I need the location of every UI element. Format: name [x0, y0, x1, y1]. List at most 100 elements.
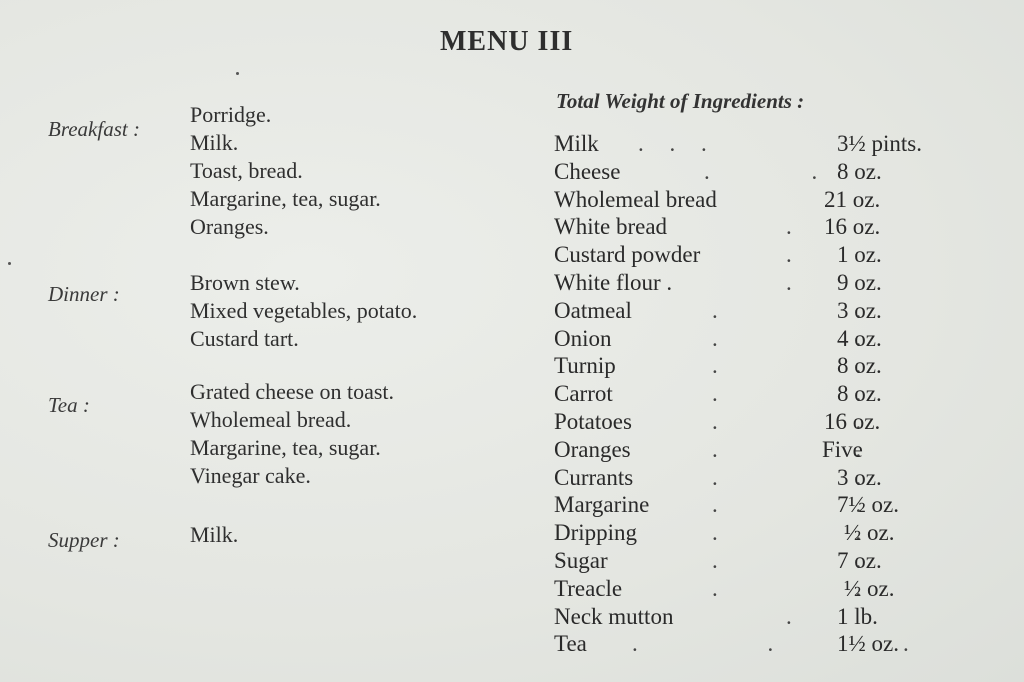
meal-item: Margarine, tea, sugar. — [190, 186, 381, 211]
ingredients-list: Milk. . . 3½ pints. Cheese. .8 oz. Wholem… — [554, 130, 974, 658]
dot-leader: . . — [712, 297, 928, 323]
ingredient-name: Onion — [554, 325, 612, 351]
dot-leader: . . — [712, 492, 928, 518]
ingredient-row: White flour .. 9 oz. — [554, 269, 974, 297]
ingredient-quantity: 8 oz. — [837, 353, 882, 379]
ingredient-row: Turnip . .8 oz. — [554, 352, 974, 380]
meal-items-breakfast: Porridge. Milk. Toast, bread. Margarine,… — [190, 101, 381, 241]
ingredient-name: Treacle — [554, 575, 623, 601]
dot-leader: . . — [712, 575, 928, 601]
dot-leader: . — [786, 242, 792, 268]
meal-label-supper: Supper : — [48, 528, 120, 552]
ingredient-name: Sugar — [554, 547, 608, 573]
ingredient-row: White bread. 16 oz. — [554, 213, 974, 241]
ingredient-quantity: 21 oz. — [824, 186, 881, 212]
ingredient-name: Oatmeal — [554, 297, 632, 323]
ingredient-quantity: 4 oz. — [837, 325, 882, 351]
meal-item: Vinegar cake. — [190, 463, 311, 488]
dot-leader: . — [786, 603, 792, 629]
ingredient-row: Tea . . . 1½ oz. — [554, 630, 974, 658]
ingredient-row: Custard powder. 1 oz. — [554, 241, 974, 269]
ingredient-name: Oranges — [554, 436, 631, 462]
dot-leader: . . . — [632, 631, 971, 657]
ingredient-quantity: ½ oz. — [844, 520, 895, 546]
ingredient-name: Margarine — [554, 492, 650, 518]
ingredient-row: Margarine . . 7½ oz. — [554, 491, 974, 519]
ingredient-name: Potatoes — [554, 408, 632, 434]
meal-item: Grated cheese on toast. — [190, 379, 395, 404]
ingredient-quantity: 8 oz. — [837, 381, 882, 407]
ingredient-row: Currants . .3 oz. — [554, 464, 974, 492]
ingredient-row: Potatoes . . 16 oz. — [554, 408, 974, 436]
meal-item: Toast, bread. — [190, 158, 303, 183]
dot-leader: . — [786, 214, 792, 240]
ingredient-quantity: ½ oz. — [844, 575, 895, 601]
ingredient-quantity: 16 oz. — [824, 214, 881, 240]
meal-item: Wholemeal bread. — [190, 407, 352, 432]
ingredient-row: Carrot . .8 oz. — [554, 380, 974, 408]
meal-items-dinner: Brown stew. Mixed vegetables, potato. Cu… — [190, 269, 417, 353]
meal-item: Custard tart. — [190, 326, 299, 351]
ingredient-name: Turnip — [554, 353, 616, 379]
ingredient-quantity: 7 oz. — [837, 547, 882, 573]
ingredient-quantity: Five — [822, 436, 863, 462]
ingredient-quantity: 9 oz. — [837, 269, 882, 295]
dot-leader: . . — [712, 381, 928, 407]
dot-leader: . . — [712, 353, 928, 379]
ingredient-quantity: 16 oz. — [824, 408, 881, 434]
ingredient-quantity: 3½ pints. — [837, 131, 922, 156]
dot-leader: . . — [712, 547, 928, 573]
ingredient-quantity: 8 oz. — [837, 158, 882, 184]
ingredient-row: Sugar . .7 oz. — [554, 547, 974, 575]
ingredient-name: Carrot — [554, 381, 613, 407]
meal-item: Milk. — [190, 130, 239, 155]
dot-leader: . — [786, 269, 792, 295]
ingredient-name: Wholemeal bread — [554, 186, 717, 212]
dot-leader: . . — [712, 464, 928, 490]
page-title: MENU III — [440, 26, 574, 57]
ingredient-row: Onion . .4 oz. — [554, 325, 974, 353]
paper-speck — [8, 262, 11, 265]
meal-item: Mixed vegetables, potato. — [190, 298, 418, 323]
ingredient-name: Milk — [554, 131, 599, 156]
ingredient-name: White bread — [554, 214, 668, 240]
ingredient-name: Tea — [554, 631, 587, 657]
ingredient-row: Wholemeal bread 21 oz. — [554, 186, 974, 214]
ingredient-quantity: 7½ oz. — [837, 492, 899, 518]
ingredient-row: Cheese . .8 oz. — [554, 158, 974, 186]
ingredient-row: Treacle . .½ oz. — [554, 575, 974, 603]
meal-label-dinner: Dinner : — [48, 282, 120, 306]
ingredient-name: Currants — [554, 464, 634, 490]
meal-item: Margarine, tea, sugar. — [190, 435, 381, 460]
paper-speck — [236, 72, 239, 75]
ingredient-row: Oranges . . Five — [554, 436, 974, 464]
ingredient-quantity: 1 oz. — [837, 242, 882, 268]
meal-items-tea: Grated cheese on toast. Wholemeal bread.… — [190, 378, 394, 490]
ingredient-name: Dripping — [554, 520, 638, 546]
dot-leader: . . . — [638, 131, 717, 156]
dot-leader: . . — [704, 158, 866, 184]
ingredient-quantity: 3 oz. — [837, 464, 882, 490]
ingredient-row: Oatmeal . .3 oz. — [554, 297, 974, 325]
ingredient-row: Neck mutton. 1 lb. — [554, 603, 974, 631]
ingredient-quantity: 1 lb. — [837, 603, 878, 629]
dot-leader: . . — [712, 436, 928, 462]
meal-item: Oranges. — [190, 214, 269, 239]
dot-leader: . . — [712, 520, 928, 546]
meal-item: Brown stew. — [190, 270, 300, 295]
meal-label-breakfast: Breakfast : — [48, 117, 140, 141]
meal-item: Porridge. — [190, 102, 272, 127]
meal-label-tea: Tea : — [48, 393, 90, 417]
ingredient-name: Neck mutton — [554, 603, 674, 629]
ingredient-quantity: 1½ oz. — [837, 631, 899, 657]
meal-item: Milk. — [190, 522, 239, 547]
ingredients-heading: Total Weight of Ingredients : — [556, 89, 805, 113]
dot-leader: . . — [712, 408, 928, 434]
meal-items-supper: Milk. — [190, 521, 238, 549]
ingredient-row: Dripping . .½ oz. — [554, 519, 974, 547]
ingredient-row: Milk . . . 3½ pints. — [554, 130, 974, 158]
ingredient-quantity: 3 oz. — [837, 297, 882, 323]
ingredient-name: White flour . — [554, 269, 673, 295]
ingredient-name: Cheese — [554, 158, 621, 184]
